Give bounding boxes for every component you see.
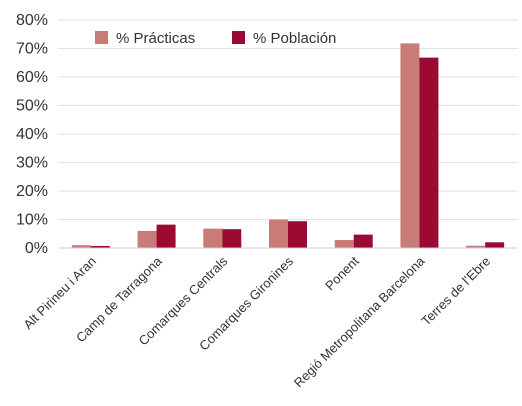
- y-tick-label: 40%: [16, 126, 48, 143]
- bar-practicas: [466, 245, 486, 248]
- y-tick-label: 0%: [25, 240, 48, 257]
- legend-swatch: [95, 31, 108, 44]
- bar-poblacion: [485, 242, 505, 248]
- gridlines: [58, 19, 518, 220]
- bar-poblacion: [288, 221, 307, 248]
- legend-swatch: [232, 31, 245, 44]
- bar-practicas: [334, 240, 354, 248]
- bar-poblacion: [222, 229, 242, 248]
- x-tick-label: Terres de l’Ebre: [418, 254, 493, 329]
- y-tick-label: 20%: [16, 183, 48, 200]
- bar-practicas: [400, 43, 420, 249]
- y-tick-label: 50%: [16, 98, 48, 115]
- bar-poblacion: [353, 234, 373, 248]
- y-tick-label: 10%: [16, 212, 48, 229]
- legend: % Prácticas % Población: [95, 30, 336, 47]
- y-axis-tick-labels: 0% 10% 20% 30% 40% 50% 60% 70% 80%: [16, 12, 48, 257]
- y-tick-label: 30%: [16, 155, 48, 172]
- x-tick-label: Regió Metropolitana Barcelona: [291, 253, 428, 390]
- y-tick-label: 70%: [16, 41, 48, 58]
- bar-poblacion: [90, 246, 110, 248]
- x-tick-label: Ponent: [322, 253, 362, 293]
- bar-practicas: [269, 219, 288, 248]
- bar-practicas: [71, 245, 91, 248]
- bar-practicas: [137, 230, 157, 248]
- y-tick-label: 80%: [16, 12, 48, 29]
- y-tick-label: 60%: [16, 69, 48, 86]
- legend-label: % Prácticas: [116, 30, 195, 47]
- legend-label: % Población: [253, 30, 336, 47]
- bar-poblacion: [156, 224, 176, 248]
- bar-practicas: [203, 228, 223, 248]
- bars: [71, 43, 505, 249]
- bar-poblacion: [419, 57, 439, 249]
